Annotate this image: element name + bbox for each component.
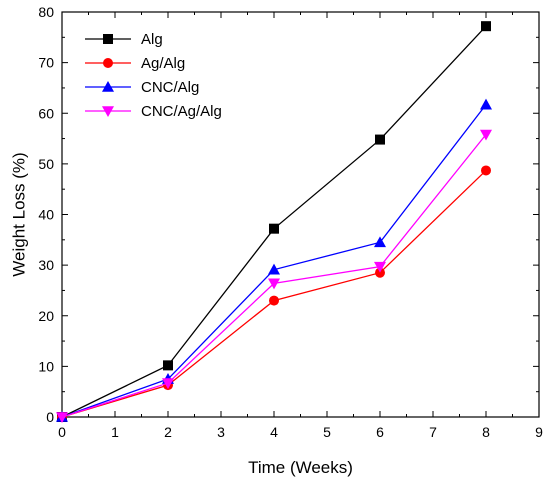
data-point — [375, 134, 385, 145]
data-point — [480, 98, 492, 110]
legend-entry: Alg — [85, 31, 163, 48]
data-point — [269, 223, 279, 234]
x-tick-label: 2 — [164, 424, 172, 440]
data-point — [374, 261, 386, 273]
series-layer — [56, 21, 492, 423]
x-tick-label: 5 — [323, 424, 331, 440]
legend-label: Ag/Alg — [141, 55, 185, 72]
y-tick-label: 10 — [38, 358, 54, 374]
x-tick-label: 7 — [429, 424, 437, 440]
data-point — [375, 267, 385, 278]
x-tick-label: 8 — [482, 424, 490, 440]
legend-marker — [102, 81, 114, 92]
data-point — [374, 236, 386, 248]
legend-marker — [103, 34, 113, 44]
legend-label: Alg — [141, 31, 163, 48]
data-point — [268, 278, 280, 290]
y-tick-label: 80 — [38, 4, 54, 20]
y-tick-label: 50 — [38, 156, 54, 172]
x-tick-label: 0 — [58, 424, 66, 440]
legend-marker — [102, 106, 114, 117]
data-point — [480, 129, 492, 141]
data-point — [481, 165, 491, 176]
x-tick-label: 6 — [376, 424, 384, 440]
legend-label: CNC/Alg — [141, 79, 199, 96]
y-tick-label: 40 — [38, 207, 54, 223]
plot-frame-layer — [61, 11, 540, 418]
y-tick-label: 20 — [38, 308, 54, 324]
data-point — [162, 378, 174, 390]
series-alg — [57, 21, 491, 422]
plot-frame — [61, 11, 540, 418]
y-axis-title: Weight Loss (%) — [9, 152, 28, 276]
legend: Alg Ag/Alg CNC/Alg CNC/Ag/Alg — [85, 31, 222, 120]
legend-entry: Ag/Alg — [85, 55, 185, 72]
series-ag-alg — [57, 165, 491, 422]
data-point — [163, 360, 173, 371]
series-line — [61, 134, 487, 418]
data-point — [56, 412, 68, 423]
series-cnc-alg — [56, 98, 492, 422]
legend-entry: CNC/Ag/Alg — [85, 103, 222, 120]
data-point — [269, 295, 279, 306]
x-axis-title: Time (Weeks) — [248, 458, 353, 477]
y-tick-label: 70 — [38, 55, 54, 71]
y-tick-label: 60 — [38, 105, 54, 121]
series-line — [61, 104, 487, 418]
series-line — [61, 25, 487, 418]
series-cnc-ag-alg — [56, 129, 492, 423]
x-tick-label: 9 — [535, 424, 543, 440]
legend-marker — [103, 58, 113, 68]
x-tick-label: 1 — [111, 424, 119, 440]
data-point — [481, 21, 491, 32]
legend-entry: CNC/Alg — [85, 79, 199, 96]
y-tick-label: 30 — [38, 257, 54, 273]
x-tick-label: 4 — [270, 424, 278, 440]
series-line — [61, 169, 487, 418]
data-point — [268, 263, 280, 275]
legend-label: CNC/Ag/Alg — [141, 103, 222, 120]
y-tick-label: 0 — [46, 409, 54, 425]
x-tick-label: 3 — [217, 424, 225, 440]
ticks-layer: 0 1 2 3 4 5 6 7 8 9 0 10 20 30 40 50 60 70 80 — [38, 4, 543, 440]
